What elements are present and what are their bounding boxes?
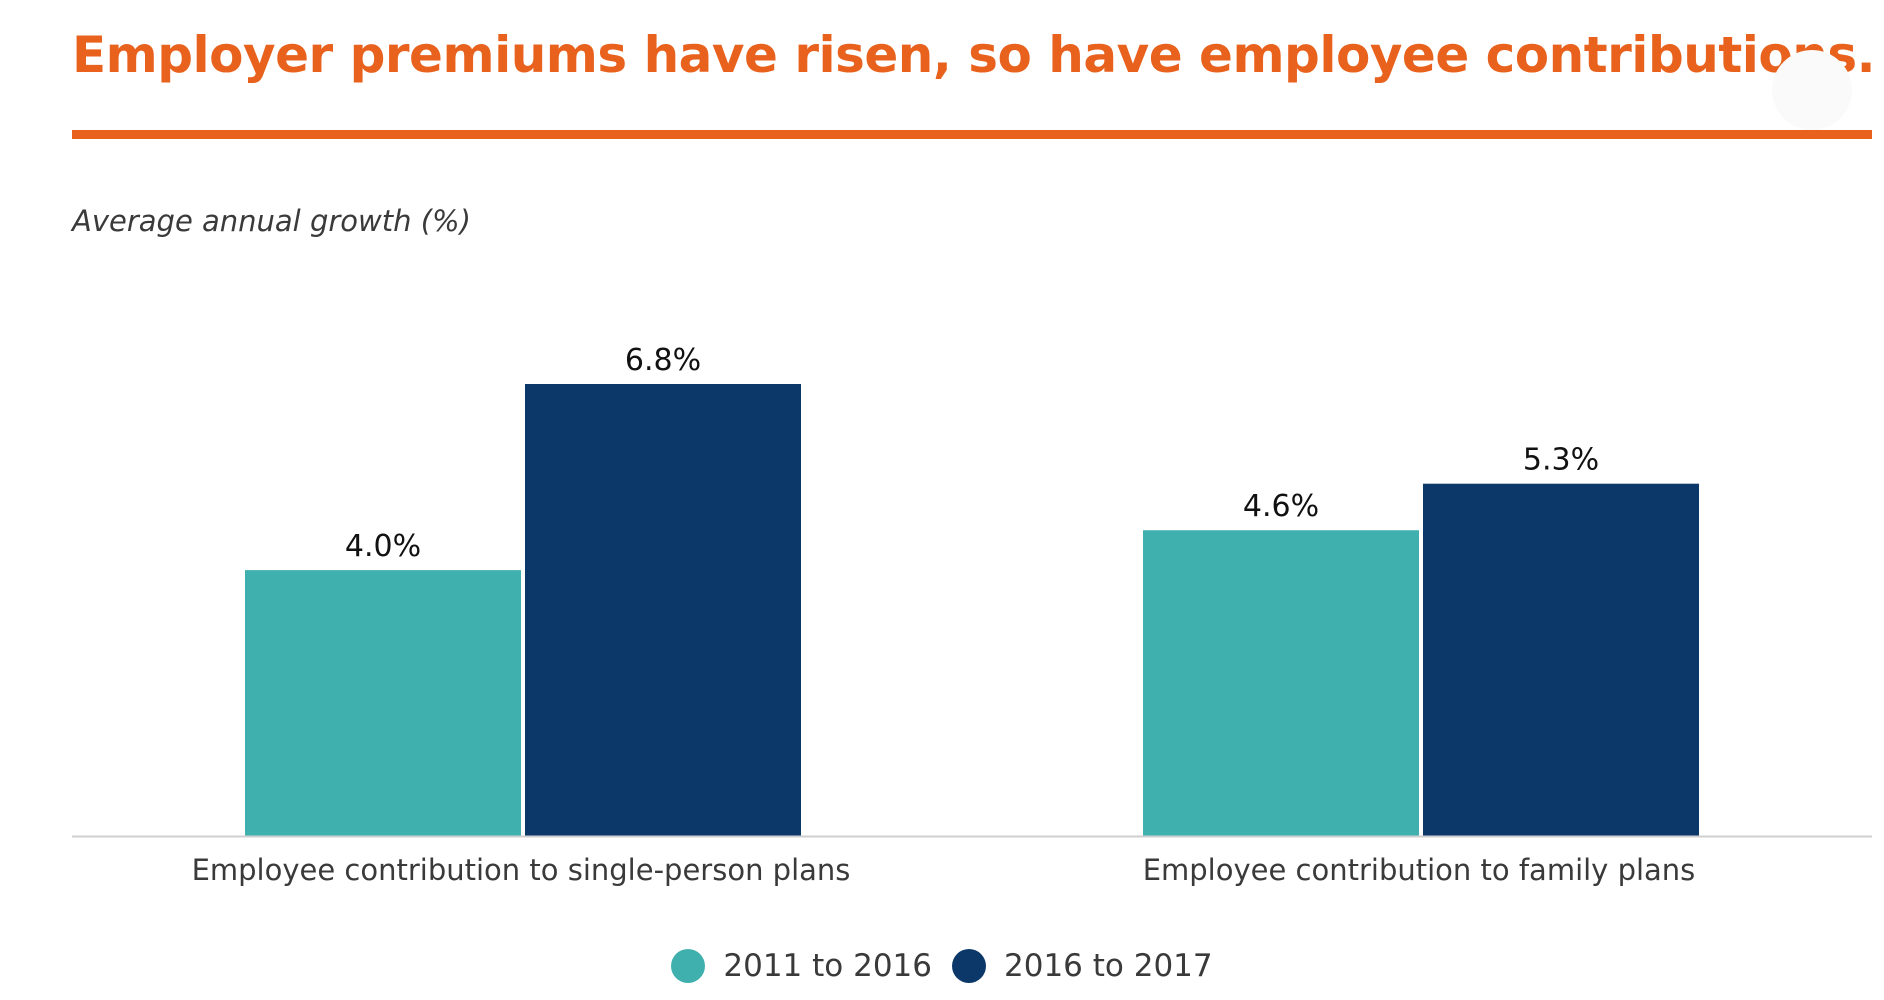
chart-title: Employer premiums have risen, so have em… [72, 26, 1876, 84]
category-label-1: Employee contribution to single-person p… [192, 853, 851, 887]
watermark-circle [1772, 50, 1852, 130]
y-axis-label: Average annual growth (%) [72, 204, 471, 238]
legend-swatch-series-1 [671, 949, 706, 983]
bar-2-2 [1423, 483, 1699, 836]
legend-swatch-series-2 [952, 949, 986, 983]
data-label-2-2: 5.3% [1523, 443, 1599, 478]
title-divider [72, 130, 1872, 139]
data-label-1-2: 4.6% [1243, 489, 1319, 524]
bar-1-1 [245, 570, 521, 836]
legend-item-series-2: 2016 to 2017 [952, 948, 1213, 984]
legend: 2011 to 2016 2016 to 2017 [0, 948, 1884, 984]
bar-2-1 [525, 384, 801, 836]
data-label-2-1: 6.8% [625, 343, 701, 378]
category-label-2: Employee contribution to family plans [1143, 853, 1696, 887]
data-label-1-1: 4.0% [345, 529, 421, 564]
legend-item-series-1: 2011 to 2016 [671, 948, 932, 984]
legend-label-series-1: 2011 to 2016 [723, 948, 932, 984]
legend-label-series-2: 2016 to 2017 [1004, 948, 1213, 984]
bar-1-2 [1143, 530, 1419, 836]
